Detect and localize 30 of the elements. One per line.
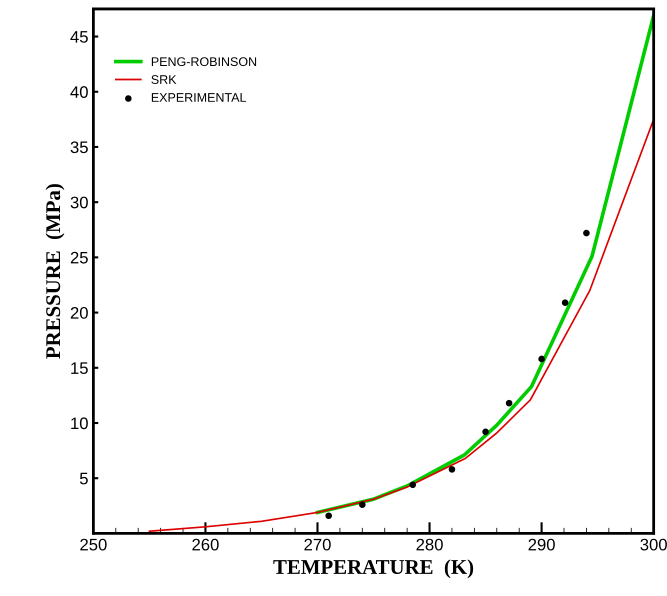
point [448,466,456,473]
point [359,501,366,508]
point [409,482,416,488]
y-axis-title: PRESSURE (MPa) [46,184,64,359]
legend-label: PENG-ROBINSON [152,57,256,66]
point [482,428,489,436]
point [562,299,568,306]
y-tick-label: 40 [70,86,88,98]
x-tick-label: 300 [640,538,667,551]
line-series [148,118,654,532]
x-tick-label: 250 [80,538,107,551]
legend-label: EXPERIMENTAL [152,93,246,102]
y-tick-label: 25 [70,252,88,264]
point [583,230,590,236]
x-axis-title: TEMPERATURE (K) [273,559,474,578]
point [325,512,332,520]
y-tick-label: 45 [70,31,88,43]
x-tick-label: 260 [192,538,219,551]
y-tick-label: 30 [70,196,88,208]
y-tick-label: 20 [70,306,88,319]
x-tick-label: 270 [304,538,331,551]
legend-label: SRK [151,75,176,84]
point [506,400,512,406]
y-tick-label: 35 [70,141,88,154]
y-tick-label: 5 [80,472,88,484]
x-tick-label: 280 [416,538,443,551]
y-tick-label: 10 [71,417,88,430]
x-tick-label: 290 [528,538,555,551]
point [538,356,545,362]
y-tick-label: 15 [71,362,88,374]
